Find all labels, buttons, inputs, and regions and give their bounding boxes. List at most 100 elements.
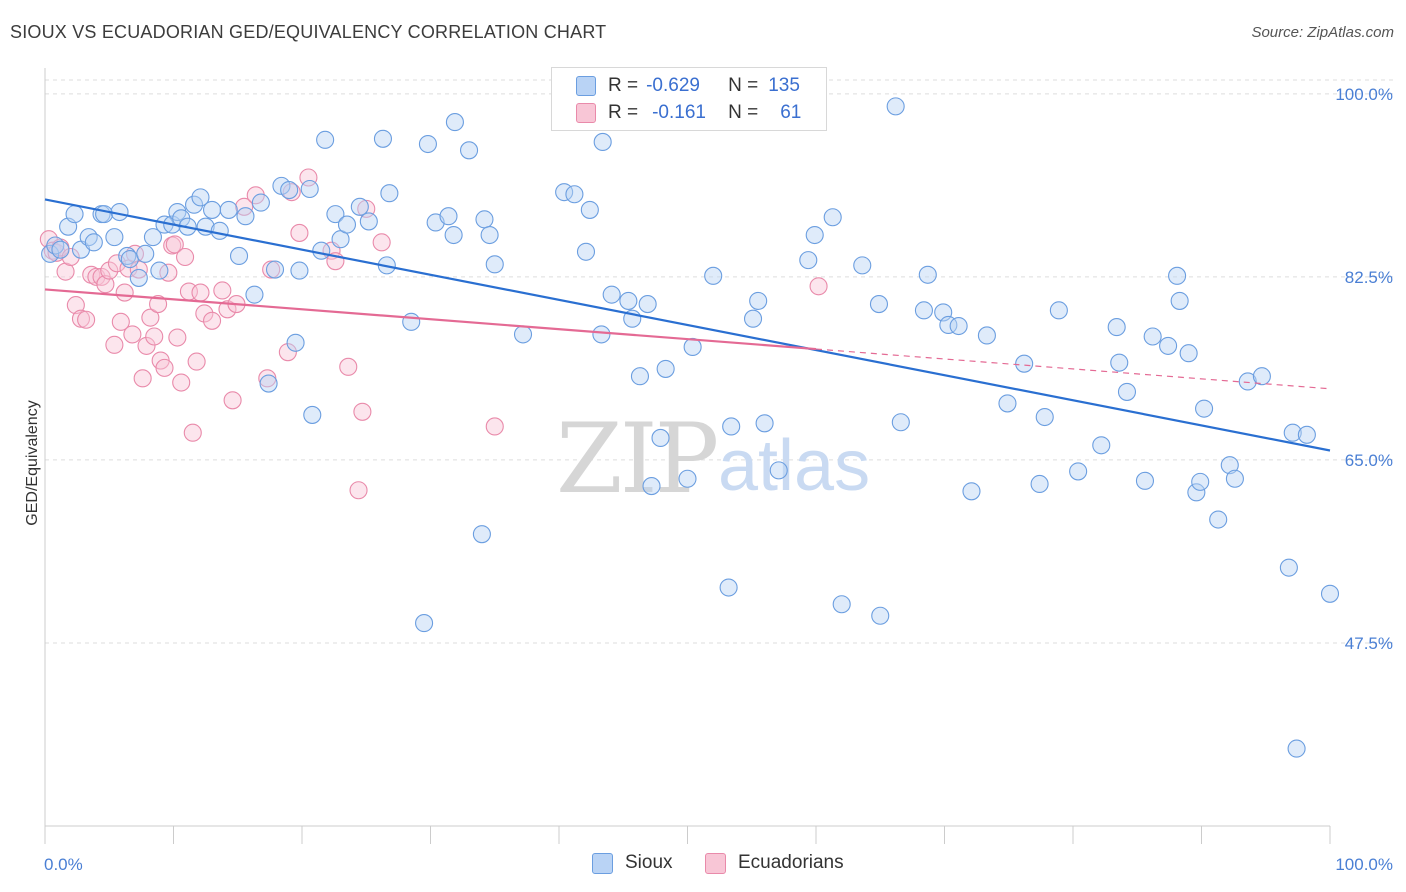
- sioux-point: [1209, 510, 1228, 529]
- ecuadorian-point: [137, 336, 156, 355]
- sioux-point: [722, 417, 741, 436]
- legend-r-value: -0.629: [646, 75, 700, 96]
- sioux-point: [799, 251, 818, 270]
- sioux-point: [359, 212, 378, 231]
- bottom-legend-label-sioux: Sioux: [625, 852, 673, 873]
- sioux-point: [210, 221, 229, 240]
- sioux-point: [415, 614, 434, 633]
- ecuadorian-point: [809, 277, 828, 296]
- sioux-point: [280, 181, 299, 200]
- ecuadorian-point: [262, 260, 281, 279]
- sioux-point: [743, 309, 763, 328]
- sioux-point: [51, 240, 70, 259]
- sioux-point: [120, 250, 139, 269]
- sioux-trend-line: [44, 198, 1331, 452]
- sioux-point: [678, 469, 697, 488]
- y-tick-label: 100.0%: [1335, 85, 1393, 104]
- sioux-point: [592, 325, 611, 344]
- sioux-point: [1283, 423, 1302, 442]
- ecuadorian-point: [203, 311, 222, 330]
- ecuadorian-point: [299, 168, 318, 187]
- ecuadorian-point: [176, 247, 195, 267]
- sioux-point: [749, 291, 768, 310]
- sioux-point: [1225, 469, 1244, 488]
- sioux-point: [1238, 372, 1257, 391]
- ecuadorian-point: [149, 295, 168, 314]
- sioux-point: [593, 132, 612, 151]
- sioux-point: [1107, 318, 1126, 337]
- ecuadorian-point: [172, 373, 191, 392]
- sioux-point: [445, 113, 464, 132]
- sioux-point: [65, 205, 84, 224]
- sioux-point: [719, 578, 738, 597]
- sioux-point: [1187, 483, 1206, 502]
- sioux-point: [1135, 471, 1155, 490]
- sioux-point: [755, 414, 774, 433]
- y-tick-label: 65.0%: [1345, 451, 1393, 470]
- ecuadorian-point: [123, 325, 142, 344]
- ecuadorian-point: [111, 312, 130, 331]
- sioux-point: [1030, 474, 1049, 494]
- bottom-legend-swatch-sioux: [592, 852, 613, 874]
- sioux-point: [769, 461, 788, 480]
- sioux-point: [444, 225, 463, 245]
- sioux-point: [619, 291, 638, 310]
- sioux-point: [918, 265, 937, 284]
- sioux-point: [472, 525, 491, 544]
- sioux-point: [475, 210, 494, 229]
- ecuadorian-trend-line: [44, 288, 817, 351]
- sioux-point: [1117, 382, 1137, 401]
- sioux-point: [459, 141, 479, 160]
- sioux-point: [1297, 425, 1316, 444]
- legend-n-value: 61: [780, 102, 802, 123]
- sioux-point: [105, 228, 124, 247]
- sioux-point: [565, 185, 584, 204]
- grid-lines: [45, 79, 1395, 644]
- sioux-point: [1279, 558, 1298, 577]
- sioux-point: [580, 200, 599, 219]
- sioux-point: [418, 134, 437, 154]
- axes: [44, 68, 1331, 844]
- ecuadorian-point: [349, 481, 368, 500]
- sioux-point: [1191, 472, 1210, 491]
- sioux-point: [1143, 327, 1162, 346]
- ecuadorian-point: [235, 197, 254, 216]
- sioux-point: [642, 477, 661, 496]
- sioux-point: [1035, 407, 1054, 427]
- watermark-zip: ZIP: [556, 403, 717, 515]
- sioux-point: [823, 208, 842, 227]
- legend-row-ecuadorians: R = -0.161 N = 61: [576, 100, 801, 126]
- sioux-point: [380, 184, 399, 203]
- sioux-point: [656, 359, 675, 378]
- sioux-point: [350, 197, 369, 216]
- bottom-legend-label-ecuadorians: Ecuadorians: [738, 852, 844, 873]
- sioux-point: [300, 179, 319, 199]
- chart-title: SIOUX VS ECUADORIAN GED/EQUIVALENCY CORR…: [10, 22, 607, 42]
- ecuadorian-point: [183, 423, 202, 442]
- sioux-point: [602, 285, 621, 304]
- sioux-point: [480, 225, 499, 245]
- sioux-point: [290, 261, 309, 280]
- sioux-point: [84, 233, 103, 252]
- ecuadorian-point: [168, 328, 187, 347]
- legend-r-label: R =: [608, 102, 639, 123]
- sioux-point: [129, 268, 148, 287]
- sioux-point: [236, 207, 255, 226]
- sioux-point: [150, 261, 169, 280]
- sioux-point: [316, 130, 335, 149]
- ecuadorian-point: [141, 308, 160, 327]
- bottom-legend-swatch-ecuadorians: [705, 852, 726, 874]
- ecuadorian-point: [372, 233, 391, 252]
- ecuadorian-point: [165, 235, 184, 254]
- tick-labels: 47.5% 65.0% 82.5% 100.0% 0.0% 100.0%: [44, 85, 1393, 874]
- sioux-point: [1159, 336, 1178, 355]
- bottom-legend-sioux: Sioux: [592, 852, 673, 874]
- ecuadorian-point: [105, 335, 124, 354]
- sioux-point: [439, 207, 458, 226]
- y-axis-label: GED/Equivalency: [24, 400, 41, 525]
- bottom-legend: Sioux Ecuadorians: [0, 852, 1406, 878]
- sioux-point: [630, 367, 650, 386]
- sioux-point: [1049, 301, 1068, 320]
- sioux-point: [286, 333, 305, 352]
